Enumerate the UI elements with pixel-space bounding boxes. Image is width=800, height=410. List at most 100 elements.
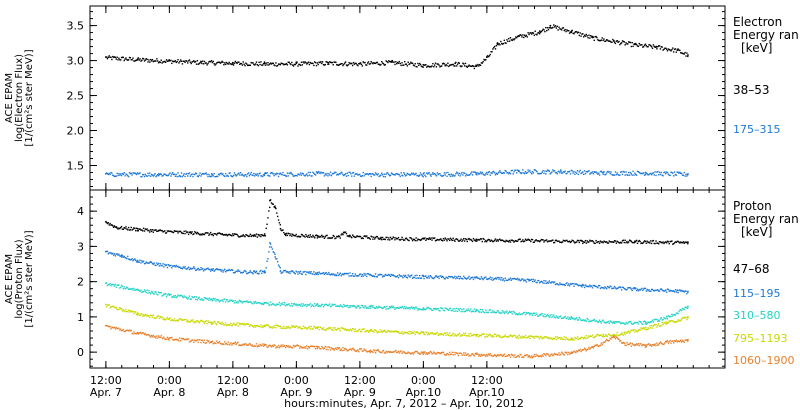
data-point bbox=[633, 287, 635, 289]
data-point bbox=[573, 241, 575, 243]
data-point bbox=[538, 32, 540, 34]
data-point bbox=[578, 284, 580, 287]
data-point bbox=[263, 61, 266, 63]
data-point bbox=[305, 303, 307, 306]
data-point bbox=[357, 235, 359, 238]
data-point bbox=[326, 327, 328, 330]
data-point bbox=[531, 314, 534, 316]
data-point bbox=[600, 39, 603, 41]
data-point bbox=[476, 352, 478, 354]
data-point bbox=[627, 330, 630, 332]
data-point bbox=[536, 313, 538, 316]
data-point bbox=[223, 324, 225, 326]
data-point bbox=[366, 329, 368, 332]
data-anchor bbox=[570, 337, 573, 339]
data-point bbox=[560, 315, 562, 317]
data-point bbox=[520, 279, 522, 281]
data-point bbox=[467, 308, 469, 310]
data-point bbox=[479, 278, 482, 280]
data-point bbox=[159, 336, 162, 339]
data-point bbox=[358, 273, 361, 276]
data-point bbox=[106, 222, 109, 225]
data-point bbox=[516, 313, 519, 316]
data-anchor bbox=[591, 36, 594, 39]
data-point bbox=[549, 314, 551, 316]
data-point bbox=[266, 64, 268, 66]
data-point bbox=[148, 314, 150, 317]
data-point bbox=[538, 336, 540, 338]
data-point bbox=[284, 344, 286, 347]
data-point bbox=[273, 206, 275, 208]
data-point bbox=[636, 330, 639, 333]
data-point bbox=[149, 172, 151, 174]
data-point bbox=[376, 307, 379, 309]
data-anchor bbox=[369, 173, 372, 175]
data-point bbox=[544, 313, 546, 316]
data-point bbox=[179, 266, 181, 268]
data-point bbox=[515, 172, 518, 174]
data-point bbox=[303, 62, 305, 64]
data-point bbox=[202, 341, 205, 344]
data-point bbox=[305, 327, 307, 329]
data-anchor bbox=[422, 173, 425, 175]
data-point bbox=[601, 320, 603, 322]
data-point bbox=[424, 64, 426, 66]
data-point bbox=[197, 267, 199, 270]
data-point bbox=[334, 237, 336, 240]
data-anchor bbox=[316, 303, 319, 306]
data-point bbox=[154, 317, 156, 319]
data-point bbox=[562, 338, 565, 341]
data-anchor bbox=[422, 63, 425, 66]
data-point bbox=[308, 63, 311, 66]
data-point bbox=[637, 290, 640, 292]
data-point bbox=[256, 173, 259, 175]
data-point bbox=[453, 65, 455, 67]
data-point bbox=[301, 347, 304, 349]
data-point bbox=[685, 306, 687, 309]
data-point bbox=[375, 235, 378, 238]
data-point bbox=[588, 170, 590, 172]
data-point bbox=[346, 235, 349, 237]
data-point bbox=[370, 328, 372, 331]
data-point bbox=[217, 173, 220, 176]
data-point bbox=[458, 172, 461, 175]
data-point bbox=[246, 272, 249, 275]
data-point bbox=[338, 328, 341, 330]
data-anchor bbox=[475, 238, 478, 241]
data-point bbox=[555, 338, 558, 341]
data-point bbox=[243, 175, 245, 177]
data-point bbox=[681, 290, 684, 293]
data-point bbox=[242, 61, 244, 63]
data-point bbox=[374, 273, 377, 275]
data-point bbox=[632, 45, 634, 48]
data-point bbox=[503, 335, 506, 338]
data-point bbox=[161, 175, 163, 177]
data-point bbox=[187, 60, 190, 62]
data-point bbox=[209, 231, 212, 234]
data-point bbox=[672, 314, 675, 316]
data-point bbox=[307, 171, 310, 174]
data-point bbox=[477, 309, 479, 311]
data-point bbox=[357, 275, 359, 277]
data-point bbox=[650, 240, 652, 242]
data-point bbox=[575, 337, 578, 340]
data-point bbox=[148, 334, 150, 336]
data-point bbox=[501, 336, 504, 338]
data-point bbox=[597, 345, 599, 347]
data-point bbox=[451, 351, 453, 354]
data-point bbox=[676, 312, 678, 314]
data-point bbox=[268, 345, 270, 347]
data-point bbox=[345, 272, 348, 275]
data-point bbox=[247, 301, 250, 304]
data-point bbox=[355, 236, 357, 238]
data-point bbox=[335, 237, 337, 239]
data-point bbox=[156, 58, 158, 60]
data-point bbox=[687, 55, 689, 58]
data-point bbox=[109, 326, 111, 328]
data-point bbox=[478, 311, 481, 313]
data-point bbox=[134, 229, 137, 232]
data-point bbox=[394, 350, 396, 353]
data-point bbox=[122, 309, 125, 311]
data-point bbox=[464, 277, 467, 279]
